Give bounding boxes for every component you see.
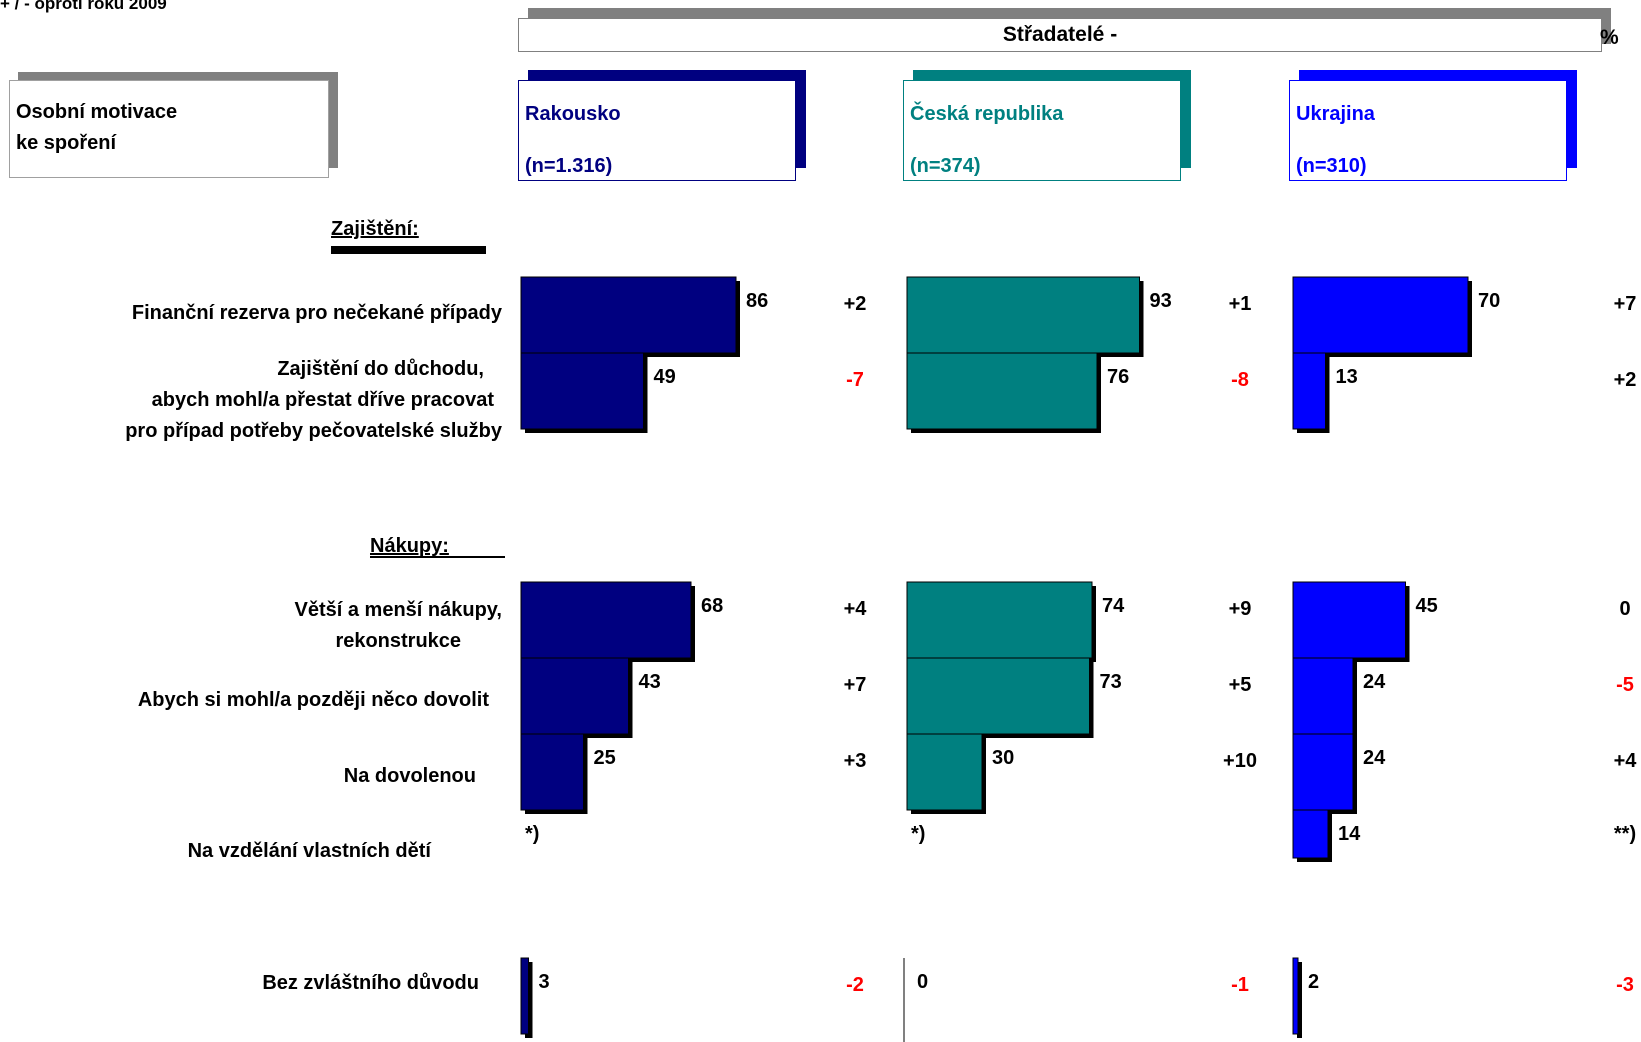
value-label-ukrajina: 14 xyxy=(1338,823,1361,845)
value-label-ceska-republika: 30 xyxy=(992,747,1014,769)
change-label-ceska-republika: -1 xyxy=(1231,974,1249,996)
change-label-ceska-republika: +5 xyxy=(1229,674,1252,696)
bar-ceska-republika xyxy=(906,276,1140,354)
change-label-ceska-republika: -8 xyxy=(1231,369,1249,391)
change-label-ukrajina: 0 xyxy=(1619,598,1630,620)
change-label-ceska-republika: +10 xyxy=(1223,750,1257,772)
value-label-ukrajina: 70 xyxy=(1478,290,1500,312)
bar-rakousko xyxy=(520,733,584,811)
country-sample-size: (n=1.316) xyxy=(525,155,613,177)
change-label-rakousko: +2 xyxy=(844,293,867,315)
bar-shadow-ukrajina xyxy=(1297,962,1302,1038)
bar-ukrajina xyxy=(1292,352,1326,430)
value-label-rakousko: 86 xyxy=(746,290,768,312)
value-label-ukrajina: 45 xyxy=(1416,595,1438,617)
bar-ukrajina xyxy=(1292,657,1354,735)
bar-rakousko xyxy=(520,581,692,659)
value-label-ceska-republika: *) xyxy=(911,823,925,845)
bar-rakousko xyxy=(520,276,737,354)
country-header-ukrajina: Ukrajina (n=310) xyxy=(1289,80,1567,181)
value-label-rakousko: 49 xyxy=(654,366,676,388)
row-label-vetsi-nakupy: Větší a menší nákupy, rekonstrukce xyxy=(295,595,503,657)
country-header-ceska-republika: Česká republika (n=374) xyxy=(903,80,1181,181)
row-label-financni-rezerva: Finanční rezerva pro nečekané případy xyxy=(132,298,502,329)
question-line-1: Osobní motivace xyxy=(16,101,178,123)
bar-ukrajina xyxy=(1292,809,1329,859)
change-label-ceska-republika: +1 xyxy=(1229,293,1252,315)
value-label-ukrajina: 24 xyxy=(1363,671,1386,693)
section-heading-security: Zajištění: xyxy=(331,218,419,240)
value-label-ceska-republika: 93 xyxy=(1150,290,1172,312)
row-label-line: Na vzdělání vlastních dětí xyxy=(187,840,431,862)
row-label-line: Na dovolenou xyxy=(343,765,476,787)
change-label-rakousko: +7 xyxy=(844,674,867,696)
bar-ceska-republika xyxy=(906,657,1090,735)
question-box: Osobní motivace ke spoření xyxy=(9,80,329,178)
country-name: Česká republika xyxy=(910,103,1064,125)
chart-title: Střadatelé - xyxy=(1002,23,1118,46)
row-label-na-dovolenou: Na dovolenou xyxy=(344,761,476,792)
change-label-ukrajina: +4 xyxy=(1614,750,1638,772)
row-label-line: rekonstrukce xyxy=(335,630,462,652)
country-header-rakousko: Rakousko (n=1.316) xyxy=(518,80,796,181)
change-label-ukrajina: +7 xyxy=(1614,293,1637,315)
country-name: Ukrajina xyxy=(1296,103,1375,125)
value-label-ceska-republika: 76 xyxy=(1107,366,1129,388)
section-heading-purchases: Nákupy: xyxy=(370,535,449,557)
value-label-ceska-republika: 74 xyxy=(1102,595,1125,617)
bar-ceska-republika xyxy=(906,733,983,811)
row-label-line: abych mohl/a přestat dříve pracovat xyxy=(151,389,494,411)
row-label-bez-duvodu: Bez zvláštního důvodu xyxy=(262,968,479,999)
bar-rakousko xyxy=(520,657,629,735)
value-label-ukrajina: 2 xyxy=(1308,971,1319,993)
row-label-line: Finanční rezerva pro nečekané případy xyxy=(131,302,502,324)
value-label-rakousko: 25 xyxy=(594,747,616,769)
row-label-line: pro případ potřeby pečovatelské služby xyxy=(125,420,502,442)
unit-label: % xyxy=(1600,26,1619,49)
value-label-rakousko: 68 xyxy=(701,595,723,617)
row-label-vzdelani-deti: Na vzdělání vlastních dětí xyxy=(188,836,431,867)
section-rule-security xyxy=(331,246,486,254)
bar-ceska-republika xyxy=(906,352,1098,430)
change-label-rakousko: -2 xyxy=(846,974,864,996)
value-label-ukrajina: 13 xyxy=(1336,366,1358,388)
bar-ukrajina xyxy=(1292,957,1299,1035)
country-sample-size: (n=310) xyxy=(1296,155,1367,177)
change-label-rakousko: +4 xyxy=(844,598,868,620)
row-label-line: Zajištění do důchodu, xyxy=(277,358,484,380)
change-label-ukrajina: **) xyxy=(1614,823,1636,845)
row-label-line: Bez zvláštního důvodu xyxy=(262,972,479,994)
value-label-ukrajina: 24 xyxy=(1363,747,1386,769)
question-line-2: ke spoření xyxy=(16,132,117,154)
change-label-rakousko: -7 xyxy=(846,369,864,391)
value-label-rakousko: *) xyxy=(525,823,539,845)
comparison-note: + / - oproti roku 2009 xyxy=(0,0,167,13)
change-label-ukrajina: -3 xyxy=(1616,974,1634,996)
change-label-ukrajina: +2 xyxy=(1614,369,1637,391)
row-label-line: Abych si mohl/a později něco dovolit xyxy=(137,689,489,711)
bar-rakousko xyxy=(520,352,644,430)
bar-ukrajina xyxy=(1292,276,1469,354)
row-label-zajisteni-do-duchodu: Zajištění do důchodu, abych mohl/a přest… xyxy=(125,354,502,447)
row-label-line: Větší a menší nákupy, xyxy=(294,599,503,621)
value-label-ceska-republika: 0 xyxy=(917,971,928,993)
bar-ukrajina xyxy=(1292,733,1354,811)
country-sample-size: (n=374) xyxy=(910,155,981,177)
chart-title-box: Střadatelé - xyxy=(518,18,1602,52)
value-label-rakousko: 43 xyxy=(639,671,661,693)
value-label-rakousko: 3 xyxy=(539,971,550,993)
country-name: Rakousko xyxy=(525,103,621,125)
change-label-ukrajina: -5 xyxy=(1616,674,1634,696)
change-label-ceska-republika: +9 xyxy=(1229,598,1252,620)
change-label-rakousko: +3 xyxy=(844,750,867,772)
bar-rakousko xyxy=(520,957,529,1035)
bar-ukrajina xyxy=(1292,581,1406,659)
row-label-pozdeji-dovolit: Abych si mohl/a později něco dovolit xyxy=(138,685,489,716)
value-label-ceska-republika: 73 xyxy=(1100,671,1122,693)
section-rule-purchases xyxy=(370,556,505,558)
bar-ceska-republika xyxy=(906,581,1093,659)
